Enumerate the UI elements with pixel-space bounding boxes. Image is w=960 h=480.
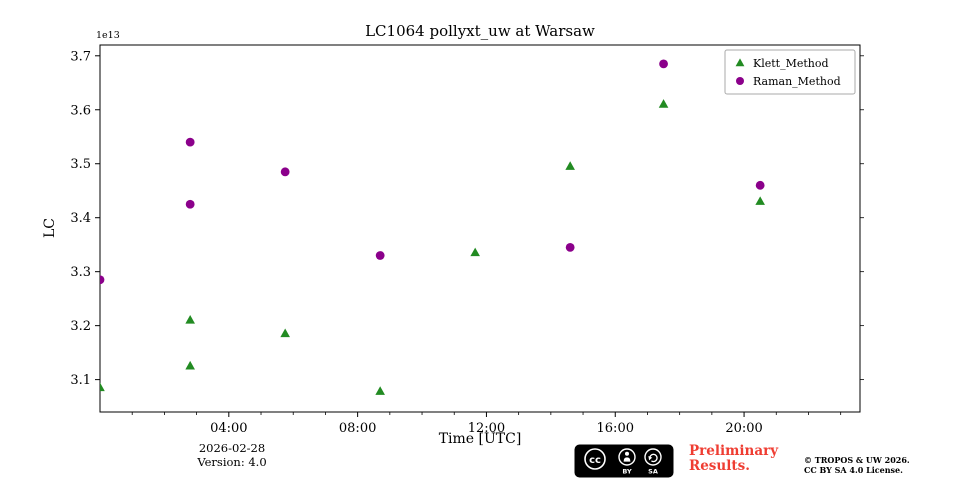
marker-Raman_Method bbox=[280, 167, 290, 177]
legend-marker-Klett_Method bbox=[735, 58, 745, 67]
sa-label: SA bbox=[648, 468, 658, 476]
cc-by-sa-badge: cc BY SA bbox=[574, 444, 674, 478]
x-tick-label: 12:00 bbox=[468, 421, 505, 436]
y-tick-label: 3.7 bbox=[70, 49, 91, 64]
y-tick-label: 3.2 bbox=[70, 319, 91, 334]
by-label: BY bbox=[622, 468, 632, 476]
plot-frame bbox=[99, 44, 861, 413]
marker-Klett_Method bbox=[280, 328, 290, 338]
marker-Raman_Method bbox=[565, 242, 575, 252]
x-tick-label: 04:00 bbox=[210, 421, 247, 436]
marker-Klett_Method bbox=[185, 315, 195, 324]
by-circle bbox=[618, 448, 636, 466]
cc-logo-icon: cc bbox=[589, 455, 601, 466]
legend-box bbox=[724, 49, 856, 95]
marker-Raman_Method bbox=[185, 137, 195, 147]
marker-Raman_Method bbox=[375, 251, 385, 260]
chart-title: LC1064 pollyxt_uw at Warsaw bbox=[365, 22, 595, 40]
x-tick-label: 16:00 bbox=[597, 421, 634, 436]
marker-Raman_Method bbox=[185, 199, 195, 209]
x-tick-label: 20:00 bbox=[725, 421, 762, 436]
y-tick-label: 3.4 bbox=[70, 211, 91, 226]
cc-logo-circle bbox=[584, 448, 606, 470]
preliminary-line2: Results. bbox=[689, 458, 750, 474]
y-tick-label: 3.1 bbox=[70, 373, 91, 388]
marker-Raman_Method bbox=[755, 180, 765, 190]
y-axis-offset-label: 1e13 bbox=[96, 30, 120, 41]
preliminary-results-text: Preliminary Results. bbox=[689, 444, 778, 474]
sa-circle bbox=[644, 448, 662, 466]
marker-Klett_Method bbox=[375, 386, 385, 395]
copyright-line1: © TROPOS & UW 2026. bbox=[804, 455, 910, 465]
measurement-date: 2026-02-28 bbox=[198, 441, 266, 455]
marker-Klett_Method bbox=[470, 247, 480, 257]
share-alike-icon bbox=[648, 453, 658, 463]
date-version-block: 2026-02-28 Version: 4.0 bbox=[158, 441, 306, 469]
version-label: Version: 4.0 bbox=[197, 455, 267, 469]
x-tick-label: 08:00 bbox=[339, 421, 376, 436]
x-axis-label: Time [UTC] bbox=[438, 431, 522, 447]
copyright-text: © TROPOS & UW 2026. CC BY SA 4.0 License… bbox=[804, 455, 910, 475]
marker-Klett_Method bbox=[100, 382, 105, 392]
marker-Klett_Method bbox=[755, 196, 765, 205]
y-tick-label: 3.3 bbox=[70, 265, 91, 280]
legend-label: Klett_Method bbox=[753, 57, 829, 70]
data-points bbox=[100, 59, 765, 395]
person-icon bbox=[623, 451, 631, 462]
legend-marker-Raman_Method bbox=[736, 77, 744, 85]
preliminary-line1: Preliminary bbox=[689, 443, 779, 459]
copyright-line2: CC BY SA 4.0 License. bbox=[804, 464, 903, 475]
marker-Klett_Method bbox=[565, 161, 575, 170]
marker-Klett_Method bbox=[658, 99, 669, 108]
marker-Raman_Method bbox=[659, 59, 668, 69]
y-tick-label: 3.6 bbox=[70, 103, 91, 118]
y-tick-label: 3.5 bbox=[70, 157, 91, 172]
marker-Klett_Method bbox=[185, 360, 195, 370]
legend-label: Raman_Method bbox=[753, 75, 841, 88]
marker-Raman_Method bbox=[100, 275, 105, 285]
